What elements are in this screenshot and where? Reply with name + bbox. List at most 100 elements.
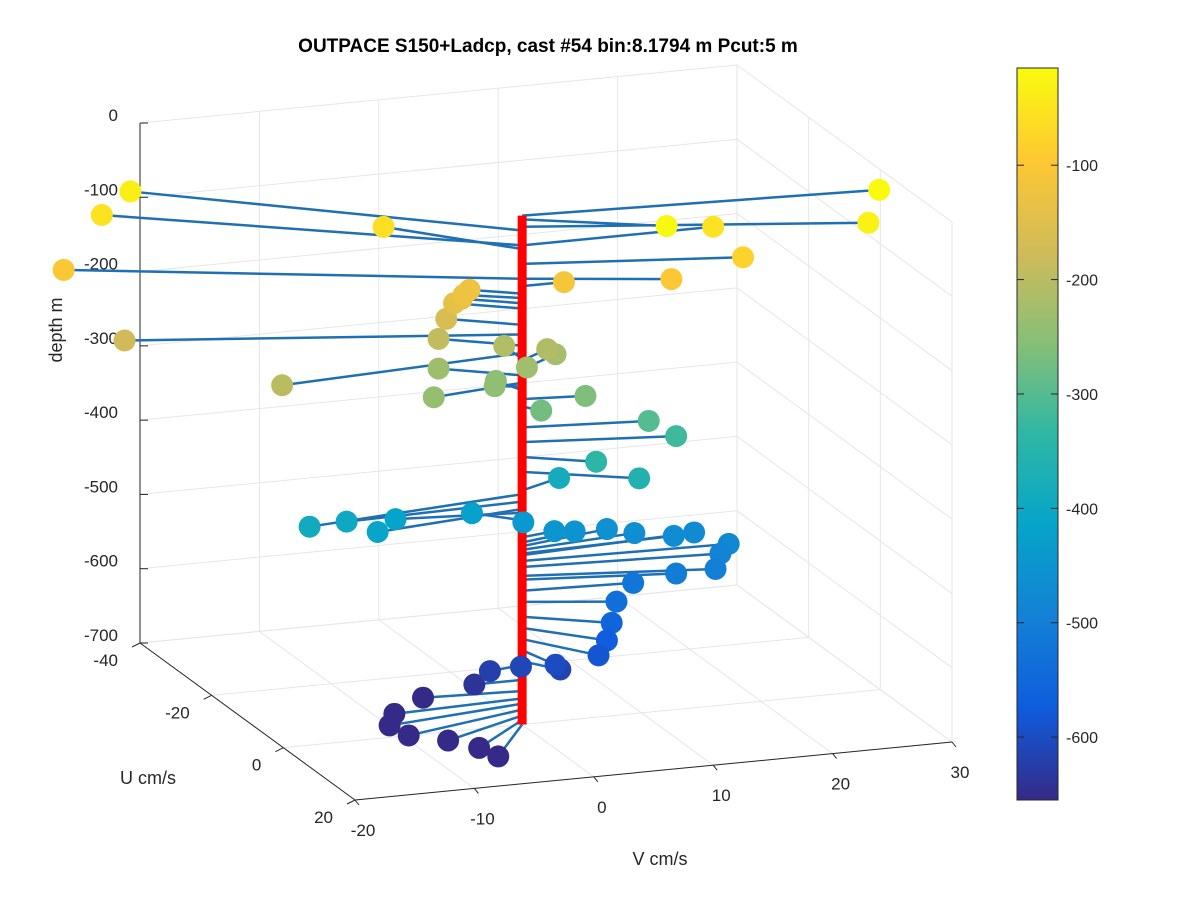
data-point	[868, 178, 891, 201]
colorbar-tick-label: -200	[1066, 273, 1098, 290]
data-point	[427, 327, 450, 350]
data-point	[622, 571, 645, 594]
colorbar-tick-label: -600	[1066, 730, 1098, 747]
data-point	[119, 180, 142, 203]
chart-title: OUTPACE S150+Ladcp, cast #54 bin:8.1794 …	[298, 36, 798, 57]
side-wall-grid-line	[736, 138, 953, 297]
y-tick-mark	[203, 694, 212, 700]
side-wall-grid-line	[736, 213, 953, 371]
velocity-vector	[521, 637, 599, 657]
x-tick-mark	[712, 764, 718, 771]
y-axis-label: U cm/s	[120, 768, 176, 788]
floor-grid-line	[617, 596, 833, 755]
data-point	[397, 724, 420, 747]
floor-grid-line	[283, 689, 881, 749]
z-axis-label: depth m	[46, 297, 66, 362]
x-tick-label: 30	[951, 763, 970, 782]
floor-grid-line	[378, 619, 595, 778]
data-point	[422, 386, 445, 409]
velocity-vector	[521, 626, 608, 642]
data-point	[298, 515, 321, 538]
data-point	[587, 644, 610, 667]
colorbar-tick-label: -400	[1066, 501, 1098, 518]
data-point	[574, 384, 597, 407]
x-tick-mark	[474, 788, 479, 794]
back-wall-grid-line	[139, 213, 738, 273]
data-point	[90, 204, 113, 227]
data-point	[113, 329, 136, 352]
x-tick-label: 10	[712, 786, 731, 805]
data-point	[515, 356, 538, 379]
velocity-vector	[389, 702, 523, 727]
data-point	[271, 374, 294, 397]
data-point	[585, 450, 608, 473]
x-tick-mark	[593, 776, 599, 783]
velocity-vector	[522, 256, 744, 266]
x-tick-mark	[832, 753, 837, 759]
colorbar: -100 -200 -300 -400 -500 -600	[1016, 67, 1098, 801]
data-point	[366, 520, 389, 543]
data-point	[335, 510, 358, 533]
velocity-vector	[522, 419, 649, 429]
data-point	[372, 215, 395, 238]
data-point	[483, 375, 506, 398]
colorbar-tick-label: -100	[1066, 158, 1098, 175]
y-tick-label: -40	[93, 651, 118, 670]
velocity-vector	[521, 527, 608, 548]
velocity-vector	[522, 470, 640, 480]
data-point	[493, 334, 516, 357]
data-point	[662, 524, 685, 547]
data-point	[548, 466, 571, 489]
data-point	[536, 338, 559, 361]
side-wall-grid-line	[736, 361, 953, 520]
side-wall-grid-line	[736, 584, 953, 743]
back-wall-grid-line	[139, 435, 738, 495]
data-point	[605, 590, 628, 613]
velocity-vectors	[63, 188, 880, 758]
velocity-vector	[447, 714, 523, 742]
velocity-vector	[101, 213, 523, 247]
x-axis-label: V cm/s	[632, 849, 687, 869]
data-point	[683, 521, 706, 544]
back-wall-grid-line	[139, 584, 738, 644]
data-point	[655, 215, 678, 238]
data-point	[512, 511, 535, 534]
x-tick-mark	[354, 799, 360, 806]
data-point	[412, 686, 435, 709]
data-point	[530, 399, 553, 422]
data-point	[427, 357, 450, 380]
z-tick-label: -400	[84, 403, 118, 422]
z-tick-label: -200	[84, 255, 118, 274]
velocity-vector	[446, 317, 523, 327]
y-tick-mark	[275, 747, 284, 753]
velocity-vector	[383, 225, 523, 251]
data-point	[600, 611, 623, 634]
axes-box	[139, 123, 953, 801]
y-axis-line	[139, 642, 356, 801]
velocity-vector	[124, 333, 523, 342]
data-point	[702, 215, 725, 238]
velocity-vector	[394, 697, 523, 716]
data-points	[52, 178, 891, 768]
data-point	[437, 729, 460, 752]
data-point	[637, 409, 660, 432]
side-wall-grid-line	[736, 436, 953, 594]
z-tick-label: 0	[109, 106, 118, 125]
velocity-vector	[522, 434, 677, 444]
data-point	[732, 246, 755, 269]
velocity-vector	[522, 615, 612, 625]
side-wall-grid-line	[736, 64, 953, 223]
colorbar-tick-label: -500	[1066, 616, 1098, 633]
z-tick-label: -500	[84, 477, 118, 496]
velocity-vector	[346, 500, 523, 523]
velocity-vector	[395, 511, 523, 521]
data-point	[857, 211, 880, 234]
data-point	[563, 520, 586, 543]
back-wall-grid-line	[139, 64, 738, 124]
y-tick-label: 20	[314, 808, 333, 827]
x-tick-label: -20	[351, 821, 376, 840]
data-point	[544, 653, 567, 676]
data-point	[478, 660, 501, 683]
y-tick-mark	[131, 642, 141, 648]
